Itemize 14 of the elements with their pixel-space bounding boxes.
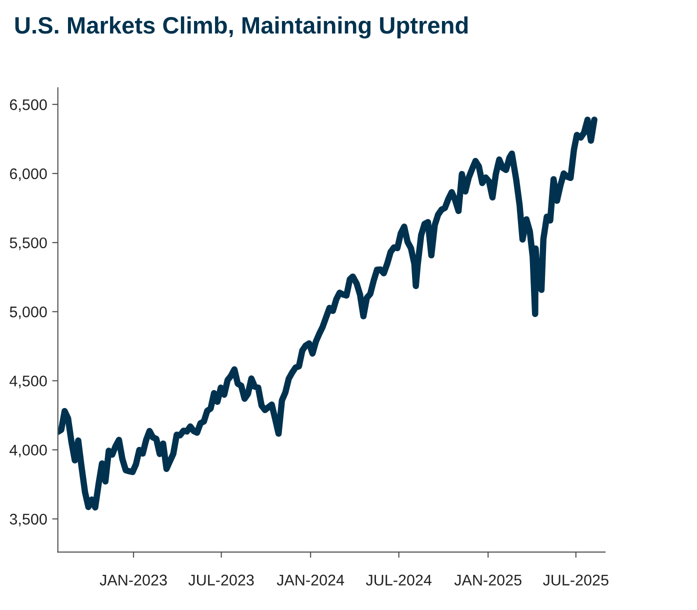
x-tick-label: JUL-2025	[543, 574, 608, 586]
y-tick-label: 6,000	[10, 168, 47, 181]
y-tick-label: 6,500	[10, 99, 47, 112]
y-tick-label: 4,500	[10, 376, 47, 388]
y-tick-label: 3,500	[10, 514, 47, 526]
x-tick-label: JUL-2024	[366, 574, 432, 586]
x-tick-label: JAN-2023	[100, 574, 167, 586]
x-tick-label: JUL-2023	[188, 574, 254, 586]
y-tick-label: 5,000	[10, 306, 47, 320]
y-tick-label: 5,500	[10, 237, 47, 250]
y-tick-label: 4,000	[10, 444, 47, 458]
x-tick-label: JAN-2024	[276, 574, 344, 586]
chart-title: U.S. Markets Climb, Maintaining Uptrend	[15, 16, 468, 39]
x-tick-label: JAN-2025	[454, 574, 522, 586]
